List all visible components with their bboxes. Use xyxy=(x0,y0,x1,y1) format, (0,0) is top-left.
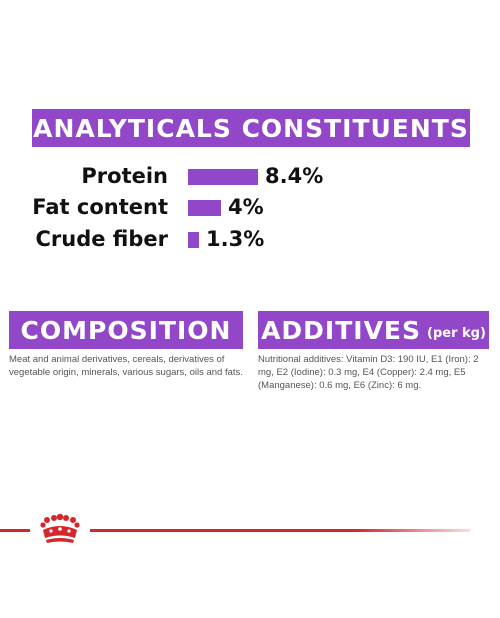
crown-icon xyxy=(40,514,80,543)
footer-line-left xyxy=(0,529,30,532)
nutrient-row-fiber: Crude fiber 1.3% xyxy=(0,225,500,253)
composition-banner: COMPOSITION xyxy=(9,311,243,349)
nutrient-value: 8.4% xyxy=(265,164,324,188)
composition-title: COMPOSITION xyxy=(20,315,232,345)
nutrient-bar xyxy=(188,232,199,248)
footer-line-right xyxy=(90,529,470,532)
nutrient-label: Fat content xyxy=(32,195,168,219)
nutrient-value: 4% xyxy=(228,195,264,219)
nutrient-value: 1.3% xyxy=(206,227,265,251)
additives-banner: ADDITIVES (per kg) xyxy=(258,311,489,349)
nutrient-label: Crude fiber xyxy=(35,227,168,251)
nutrient-row-protein: Protein 8.4% xyxy=(0,162,500,190)
analyticals-banner: ANALYTICALS CONSTITUENTS xyxy=(32,109,470,147)
composition-text: Meat and animal derivatives, cereals, de… xyxy=(9,354,243,378)
nutrient-bar xyxy=(188,200,221,216)
additives-text: Nutritional additives: Vitamin D3: 190 I… xyxy=(258,354,479,391)
nutrient-row-fat: Fat content 4% xyxy=(0,193,500,221)
analyticals-title: ANALYTICALS CONSTITUENTS xyxy=(33,113,469,143)
nutrient-bar xyxy=(188,169,258,185)
nutrient-label: Protein xyxy=(81,164,168,188)
additives-title: ADDITIVES xyxy=(261,315,422,345)
additives-title-sub: (per kg) xyxy=(427,325,486,341)
